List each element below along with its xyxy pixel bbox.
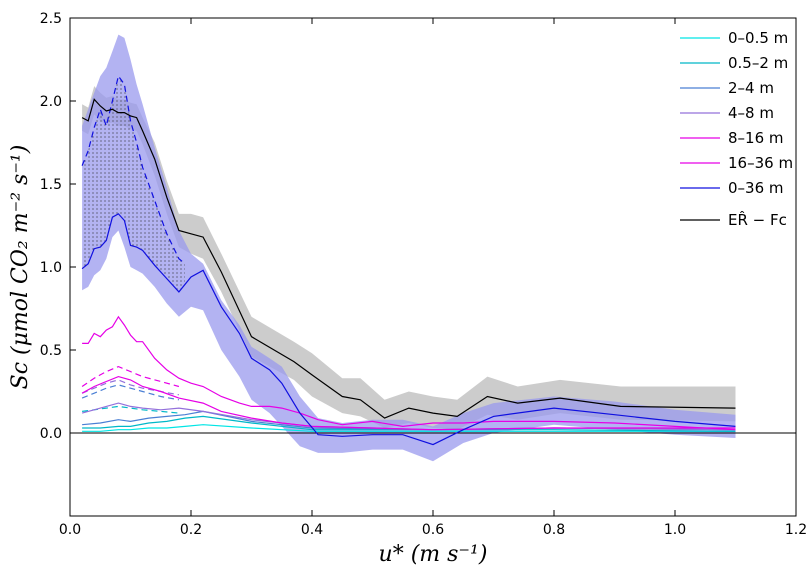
legend-label: ER̂ − Fc bbox=[728, 210, 787, 229]
hatched-area bbox=[82, 76, 185, 292]
band-0-36m bbox=[82, 34, 736, 462]
legend-label: 2–4 m bbox=[728, 79, 774, 97]
legend-label: 8–16 m bbox=[728, 129, 784, 147]
dashed-line-3 bbox=[81, 384, 180, 401]
band-er-fc bbox=[82, 86, 736, 430]
hatched-region bbox=[82, 76, 185, 292]
legend-label: 0.5–2 m bbox=[728, 54, 788, 72]
x-tick-label: 1.0 bbox=[664, 522, 686, 538]
y-axis-ticks: 0.0 0.5 1.0 1.5 2.0 2.5 bbox=[40, 11, 76, 442]
y-axis-label: Sc (μmol CO₂ m⁻² s⁻¹) bbox=[8, 145, 33, 390]
y-tick-label: 0.5 bbox=[40, 343, 62, 359]
series-line-0 bbox=[82, 424, 736, 432]
legend-label: 16–36 m bbox=[728, 154, 793, 172]
dashed-line-0 bbox=[81, 74, 186, 265]
legend-label: 0–0.5 m bbox=[728, 29, 788, 47]
legend-label: 0–36 m bbox=[728, 179, 784, 197]
dashed-line-2 bbox=[81, 379, 180, 396]
series-line-6 bbox=[81, 213, 736, 446]
x-tick-label: 0.0 bbox=[59, 522, 81, 538]
x-tick-label: 0.4 bbox=[301, 522, 323, 538]
series-line-5 bbox=[82, 315, 736, 431]
legend-label: 4–8 m bbox=[728, 104, 774, 122]
series-lines bbox=[81, 74, 736, 446]
x-tick-label: 0.6 bbox=[422, 522, 444, 538]
x-tick-label: 1.2 bbox=[785, 522, 806, 538]
legend: 0–0.5 m 0.5–2 m 2–4 m 4–8 m 8–16 m 16–36 m 0–3… bbox=[680, 29, 793, 229]
series-line-7 bbox=[81, 98, 736, 419]
y-tick-label: 1.5 bbox=[40, 177, 62, 193]
x-tick-label: 0.2 bbox=[180, 522, 202, 538]
y-tick-label: 1.0 bbox=[40, 260, 62, 276]
y-tick-label: 0.0 bbox=[40, 426, 62, 442]
dashed-line-1 bbox=[81, 365, 180, 388]
x-tick-label: 0.8 bbox=[543, 522, 565, 538]
series-line-4 bbox=[81, 375, 736, 431]
uncertainty-bands bbox=[82, 34, 736, 462]
x-axis-label: u* (m s⁻¹) bbox=[379, 542, 488, 567]
y-tick-label: 2.0 bbox=[40, 94, 62, 110]
y-tick-label: 2.5 bbox=[40, 11, 62, 27]
x-axis-ticks: 0.0 0.2 0.4 0.6 0.8 1.0 1.2 bbox=[59, 18, 806, 538]
